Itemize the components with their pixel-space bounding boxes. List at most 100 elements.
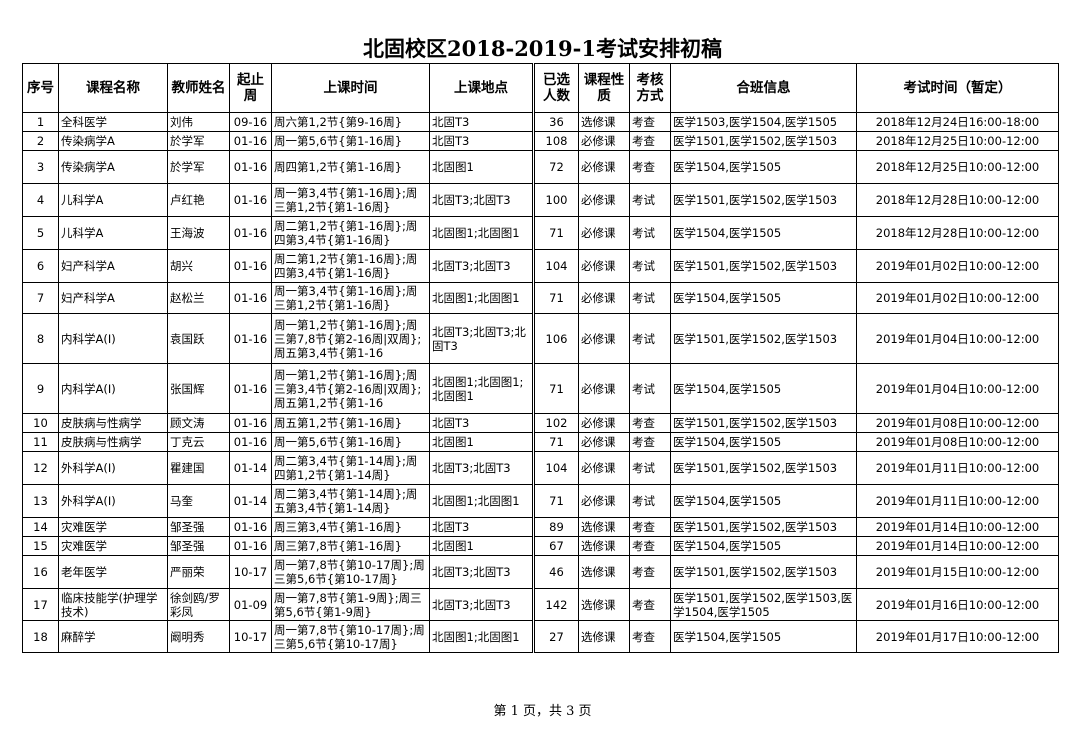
column-header: 课程性质 xyxy=(578,63,630,113)
table-cell: 皮肤病与性病学 xyxy=(58,413,168,433)
table-cell: 01-16 xyxy=(229,432,272,452)
cell-text: 周六第1,2节{第9-16周} xyxy=(274,115,403,129)
table-cell: 周四第1,2节{第1-16周} xyxy=(271,150,430,184)
table-cell: 2019年01月17日10:00-12:00 xyxy=(856,620,1059,653)
cell-text: 2018年12月28日10:00-12:00 xyxy=(875,226,1040,240)
table-cell: 医学1501,医学1502,医学1503 xyxy=(670,183,857,217)
table-cell: 89 xyxy=(533,517,579,537)
table-cell: 周一第3,4节{第1-16周};周三第1,2节{第1-16周} xyxy=(271,282,430,314)
cell-text: 周二第1,2节{第1-16周};周四第3,4节{第1-16周} xyxy=(274,219,418,247)
table-cell: 01-16 xyxy=(229,363,272,414)
cell-text: 赵松兰 xyxy=(170,291,205,305)
cell-text: 2019年01月02日10:00-12:00 xyxy=(875,291,1040,305)
table-cell: 必修课 xyxy=(578,313,630,364)
cell-text: 北固图1;北固图1 xyxy=(432,291,520,305)
table-cell: 100 xyxy=(533,183,579,217)
cell-text: 9 xyxy=(36,381,45,396)
cell-text: 考查 xyxy=(632,597,655,612)
table-cell: 选修课 xyxy=(578,112,630,132)
table-cell: 刘伟 xyxy=(167,112,230,132)
cell-text: 考试 xyxy=(632,461,655,475)
cell-text: 瞿建国 xyxy=(170,461,205,475)
table-cell: 71 xyxy=(533,432,579,452)
table-cell: 於学军 xyxy=(167,131,230,151)
table-cell: 71 xyxy=(533,363,579,414)
cell-text: 北固图1;北固图1 xyxy=(432,494,520,508)
cell-text: 2018年12月24日16:00-18:00 xyxy=(875,115,1040,129)
table-cell: 邹圣强 xyxy=(167,536,230,556)
cell-text: 考试 xyxy=(632,259,655,273)
table-cell: 2019年01月15日10:00-12:00 xyxy=(856,555,1059,589)
cell-text: 必修课 xyxy=(581,331,616,346)
table-cell: 考查 xyxy=(629,517,671,537)
table-cell: 考查 xyxy=(629,432,671,452)
cell-text: 周五第1,2节{第1-16周} xyxy=(274,416,403,430)
table-cell: 北固T3;北固T3;北固T3 xyxy=(429,313,535,364)
table-cell: 医学1504,医学1505 xyxy=(670,282,857,314)
table-cell: 医学1503,医学1504,医学1505 xyxy=(670,112,857,132)
cell-text: 考查 xyxy=(632,520,655,534)
table-cell: 严丽荣 xyxy=(167,555,230,589)
cell-text: 北固T3 xyxy=(432,416,470,430)
table-cell: 必修课 xyxy=(578,282,630,314)
table-cell: 顾文涛 xyxy=(167,413,230,433)
table-row: 15 灾难医学 邹圣强 01-16 周三第7,8节{第1-16周} 北固图1 67 选修课 考查… xyxy=(22,536,1059,556)
table-cell: 2019年01月14日10:00-12:00 xyxy=(856,517,1059,537)
cell-text: 北固图1;北固图1 xyxy=(432,226,520,240)
cell-text: 周一第5,6节{第1-16周} xyxy=(274,435,403,449)
cell-text: 医学1501,医学1502,医学1503 xyxy=(673,259,838,273)
table-row: 3 传染病学A 於学军 01-16 周四第1,2节{第1-16周} 北固图1 72 必修课 考查… xyxy=(22,150,1059,184)
table-cell: 考试 xyxy=(629,282,671,314)
cell-text: 2018年12月25日10:00-12:00 xyxy=(875,160,1040,174)
cell-text: 15 xyxy=(33,539,48,553)
cell-text: 36 xyxy=(549,115,564,129)
table-cell: 01-09 xyxy=(229,588,272,621)
cell-text: 2 xyxy=(36,134,45,148)
cell-text: 1 xyxy=(36,115,45,129)
cell-text: 考试 xyxy=(632,226,655,240)
cell-text: 北固图1 xyxy=(432,160,474,174)
cell-text: 01-14 xyxy=(233,494,268,508)
table-cell: 考查 xyxy=(629,413,671,433)
table-row: 8 内科学A(I) 袁国跃 01-16 周一第1,2节{第1-16周};周三第7,8节{… xyxy=(22,313,1059,364)
cell-text: 选修课 xyxy=(581,565,616,579)
cell-text: 18 xyxy=(33,629,48,644)
cell-text: 2018年12月25日10:00-12:00 xyxy=(875,134,1040,148)
table-row: 7 妇产科学A 赵松兰 01-16 周一第3,4节{第1-16周};周三第1,2节{第1… xyxy=(22,282,1059,314)
table-cell: 皮肤病与性病学 xyxy=(58,432,168,452)
table-cell: 北固T3;北固T3 xyxy=(429,249,535,283)
table-cell: 传染病学A xyxy=(58,150,168,184)
table-cell: 3 xyxy=(22,150,59,184)
cell-text: 周四第1,2节{第1-16周} xyxy=(274,160,403,174)
table-cell: 12 xyxy=(22,451,59,485)
table-cell: 选修课 xyxy=(578,588,630,621)
cell-text: 医学1501,医学1502,医学1503 xyxy=(673,416,838,430)
table-cell: 考试 xyxy=(629,363,671,414)
cell-text: 丁克云 xyxy=(170,435,205,449)
table-row: 6 妇产科学A 胡兴 01-16 周二第1,2节{第1-16周};周四第3,4节{第1-… xyxy=(22,249,1059,283)
cell-text: 01-16 xyxy=(233,520,268,534)
cell-text: 周二第1,2节{第1-16周};周四第3,4节{第1-16周} xyxy=(274,252,418,280)
table-cell: 2019年01月11日10:00-12:00 xyxy=(856,451,1059,485)
cell-text: 严丽荣 xyxy=(170,565,205,579)
cell-text: 皮肤病与性病学 xyxy=(61,435,142,449)
table-cell: 必修课 xyxy=(578,150,630,184)
table-cell: 必修课 xyxy=(578,131,630,151)
cell-text: 必修课 xyxy=(581,160,616,174)
cell-text: 01-16 xyxy=(233,539,268,553)
table-cell: 考查 xyxy=(629,150,671,184)
cell-text: 01-16 xyxy=(233,381,268,396)
table-cell: 71 xyxy=(533,216,579,250)
cell-text: 传染病学A xyxy=(61,134,115,148)
cell-text: 67 xyxy=(549,539,564,553)
table-cell: 卢红艳 xyxy=(167,183,230,217)
cell-text: 142 xyxy=(545,597,568,612)
table-cell: 医学1504,医学1505 xyxy=(670,432,857,452)
cell-text: 麻醉学 xyxy=(61,629,96,644)
table-cell: 01-16 xyxy=(229,249,272,283)
table-cell: 胡兴 xyxy=(167,249,230,283)
cell-text: 考查 xyxy=(632,115,655,129)
cell-text: 10-17 xyxy=(233,565,268,579)
cell-text: 01-16 xyxy=(233,291,268,305)
table-cell: 2019年01月08日10:00-12:00 xyxy=(856,413,1059,433)
